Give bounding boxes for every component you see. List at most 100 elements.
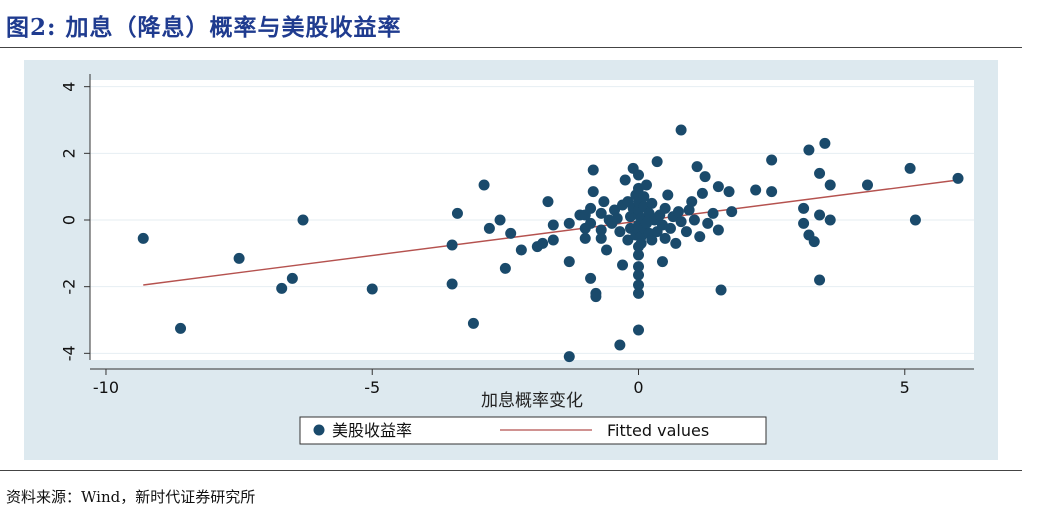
- scatter-point: [478, 179, 490, 191]
- scatter-point: [861, 179, 873, 191]
- scatter-point: [680, 226, 692, 238]
- scatter-point: [715, 284, 727, 296]
- scatter-point: [585, 217, 597, 229]
- scatter-point: [563, 351, 575, 363]
- scatter-point: [598, 196, 610, 208]
- scatter-point: [638, 191, 650, 203]
- scatter-point: [694, 231, 706, 243]
- scatter-point: [633, 261, 645, 273]
- scatter-point: [366, 283, 378, 295]
- scatter-point: [803, 144, 815, 156]
- scatter-point: [499, 262, 511, 274]
- y-tick-label: -4: [60, 345, 79, 361]
- y-tick-label: 4: [60, 82, 79, 92]
- scatter-point: [798, 202, 810, 214]
- scatter-point: [175, 322, 187, 334]
- x-tick-label: -5: [364, 378, 380, 397]
- scatter-point: [614, 339, 626, 351]
- scatter-point: [619, 174, 631, 186]
- source-note: 资料来源：Wind，新时代证券研究所: [6, 488, 256, 506]
- scatter-point: [824, 214, 836, 226]
- scatter-point: [675, 216, 687, 228]
- scatter-point: [585, 272, 597, 284]
- scatter-point: [909, 214, 921, 226]
- scatter-point: [609, 204, 621, 216]
- x-tick-label: 0: [633, 378, 643, 397]
- y-tick-label: -2: [60, 279, 79, 295]
- scatter-point: [233, 252, 245, 264]
- scatter-point: [633, 169, 645, 181]
- scatter-point: [712, 181, 724, 193]
- scatter-point: [646, 197, 658, 209]
- scatter-points: [137, 124, 964, 363]
- scatter-point: [587, 164, 599, 176]
- scatter-point: [563, 256, 575, 268]
- scatter-point: [515, 244, 527, 256]
- scatter-point: [547, 219, 559, 231]
- scatter-point: [819, 137, 831, 149]
- scatter-point: [672, 206, 684, 218]
- scatter-point: [563, 217, 575, 229]
- y-tick-label: 2: [60, 148, 79, 158]
- scatter-point: [766, 186, 778, 198]
- scatter-point: [633, 249, 645, 261]
- scatter-point: [662, 189, 674, 201]
- scatter-point: [670, 237, 682, 249]
- scatter-point: [587, 186, 599, 198]
- scatter-point: [595, 232, 607, 244]
- scatter-point: [590, 291, 602, 303]
- scatter-point: [750, 184, 762, 196]
- scatter-point: [286, 272, 298, 284]
- scatter-point: [595, 224, 607, 236]
- scatter-point: [601, 244, 613, 256]
- scatter-point: [505, 227, 517, 239]
- scatter-point: [814, 274, 826, 286]
- scatter-point: [451, 207, 463, 219]
- scatter-point: [664, 222, 676, 234]
- scatter-point: [483, 222, 495, 234]
- legend-label-fit-line: Fitted values: [607, 421, 709, 440]
- scatter-point: [595, 207, 607, 219]
- x-tick-label: 5: [900, 378, 910, 397]
- scatter-point: [766, 154, 778, 166]
- scatter-point: [702, 217, 714, 229]
- scatter-point: [137, 232, 149, 244]
- fit-line-layer: [143, 179, 959, 286]
- scatter-point: [798, 217, 810, 229]
- scatter-point: [633, 279, 645, 291]
- scatter-point: [585, 202, 597, 214]
- scatter-point: [633, 324, 645, 336]
- scatter-point: [726, 206, 738, 218]
- scatter-point: [494, 214, 506, 226]
- scatter-point: [814, 167, 826, 179]
- scatter-point: [640, 179, 652, 191]
- scatter-point: [712, 224, 724, 236]
- scatter-point: [707, 207, 719, 219]
- scatter-point: [686, 196, 698, 208]
- scatter-point: [547, 234, 559, 246]
- scatter-point: [683, 204, 695, 216]
- scatter-point: [611, 212, 623, 224]
- scatter-point: [814, 209, 826, 221]
- scatter-chart: -4 -2 0 2 4 -10 -5 0 5 加息概率变化 美股收益率 Fitted value…: [60, 74, 974, 445]
- y-tick-label: 0: [60, 215, 79, 225]
- scatter-point: [699, 171, 711, 183]
- scatter-point: [542, 196, 554, 208]
- scatter-point: [659, 232, 671, 244]
- title-divider: [0, 47, 1022, 48]
- figure-title: 图2: 加息（降息）概率与美股收益率: [6, 14, 402, 41]
- scatter-point: [467, 317, 479, 329]
- x-axis-title: 加息概率变化: [481, 391, 583, 411]
- scatter-point: [579, 232, 591, 244]
- scatter-point: [952, 172, 964, 184]
- scatter-point: [633, 269, 645, 281]
- legend-label-scatter: 美股收益率: [332, 421, 412, 440]
- scatter-point: [633, 287, 645, 299]
- scatter-point: [617, 259, 629, 271]
- scatter-point: [659, 202, 671, 214]
- scatter-point: [688, 214, 700, 226]
- scatter-point: [656, 256, 668, 268]
- scatter-point: [446, 239, 458, 251]
- scatter-point: [651, 156, 663, 168]
- scatter-point: [276, 282, 288, 294]
